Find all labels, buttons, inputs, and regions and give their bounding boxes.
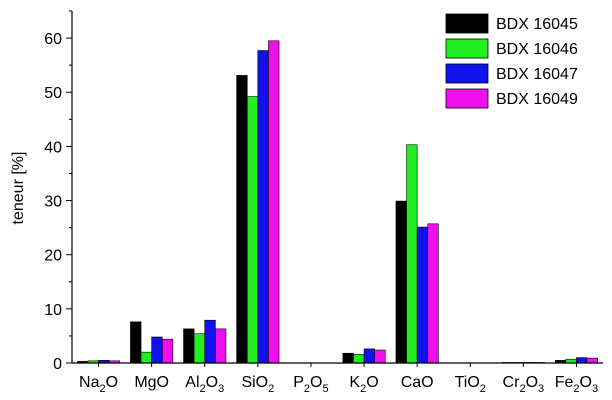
x-tick-label: Fe2O3 <box>555 374 598 395</box>
bar <box>161 338 174 364</box>
bar <box>416 226 429 364</box>
legend-swatch <box>445 88 489 109</box>
bar <box>130 321 142 364</box>
bar <box>374 349 386 364</box>
bar <box>140 351 152 364</box>
bar <box>427 223 439 364</box>
x-tick-label: MgO <box>134 374 169 391</box>
axes-group <box>71 11 603 364</box>
bar <box>246 96 259 364</box>
y-tick-label: 60 <box>44 31 62 48</box>
y-tick-label: 50 <box>44 85 62 102</box>
bar <box>236 75 248 364</box>
bar <box>342 352 354 364</box>
y-ticks-group: 0 10 20 30 40 50 60 <box>44 10 72 373</box>
legend-swatch <box>445 13 489 34</box>
bar <box>215 328 227 364</box>
legend-label: BDX 16049 <box>496 91 578 108</box>
x-tick-label: P2O5 <box>293 374 328 395</box>
bar <box>586 357 598 364</box>
legend-swatch <box>445 63 489 84</box>
x-tick-label: CaO <box>401 374 434 391</box>
x-categories-group: Na2O MgO Al2O3 SiO2 P2O5 K2O CaO TiO2 Cr2O3 Fe2O3 <box>79 363 598 395</box>
bars-group <box>77 40 598 364</box>
bar <box>353 354 365 364</box>
bar <box>204 319 216 364</box>
y-tick-label: 30 <box>44 194 62 211</box>
legend-label: BDX 16045 <box>496 16 578 33</box>
bar <box>363 348 375 364</box>
bar <box>193 333 206 364</box>
bar <box>151 336 163 364</box>
x-tick-label: TiO2 <box>455 374 486 395</box>
bar <box>395 200 407 364</box>
x-tick-label: Cr2O3 <box>503 374 545 395</box>
y-tick-label: 40 <box>44 139 62 156</box>
y-axis-title: teneur [%] <box>10 152 27 225</box>
bar <box>268 40 280 364</box>
y-tick-label: 20 <box>44 248 62 265</box>
legend-swatch <box>445 38 489 59</box>
bar <box>576 357 588 364</box>
x-tick-label: K2O <box>349 374 378 395</box>
bar <box>406 144 418 364</box>
legend-label: BDX 16046 <box>496 41 578 58</box>
y-tick-label: 0 <box>53 356 62 373</box>
legend: BDX 16045 BDX 16046 BDX 16047 BDX 16049 <box>445 13 578 109</box>
bar <box>257 50 269 364</box>
legend-label: BDX 16047 <box>496 66 578 83</box>
x-tick-label: Al2O3 <box>185 374 224 395</box>
x-tick-label: SiO2 <box>241 374 274 395</box>
x-tick-label: Na2O <box>79 374 118 395</box>
y-tick-label: 10 <box>44 302 62 319</box>
bar <box>183 328 195 364</box>
